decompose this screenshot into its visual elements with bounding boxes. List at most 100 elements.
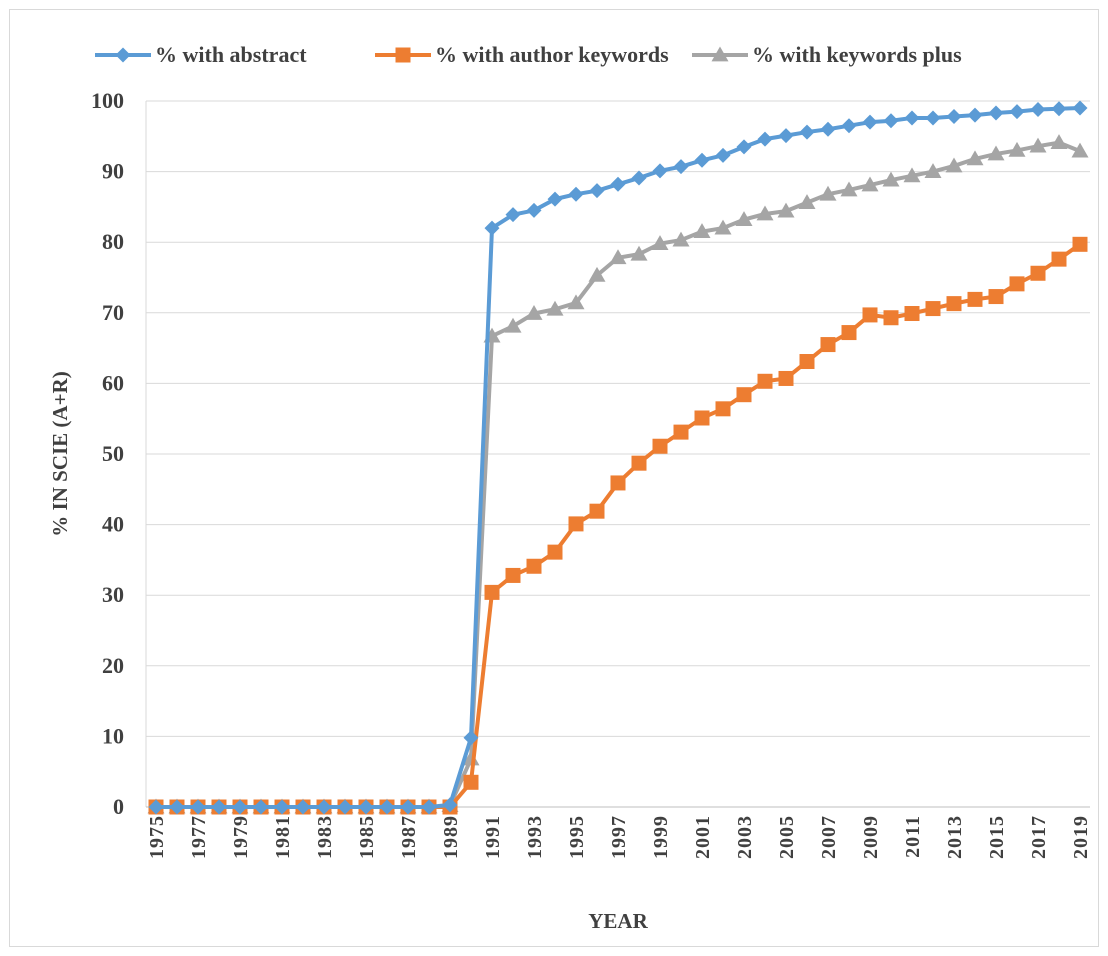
x-tick-label: 1987 <box>398 815 420 859</box>
data-point <box>526 202 542 218</box>
data-point <box>967 107 983 123</box>
x-tick-label: 1995 <box>566 815 588 859</box>
data-point <box>484 220 500 236</box>
data-point <box>316 799 332 815</box>
x-tick-label: 2009 <box>860 815 882 859</box>
tick-labels: 0 10 20 30 40 50 60 70 80 90 100 1975 1977 1979 1981 19… <box>91 88 1092 859</box>
data-point <box>820 337 836 353</box>
x-tick-label: 2007 <box>818 815 840 859</box>
data-point <box>988 105 1004 121</box>
y-tick-label: 40 <box>102 512 124 537</box>
x-tick-label: 2005 <box>776 815 798 859</box>
chart-area: 0 10 20 30 40 50 60 70 80 90 100 1975 1977 1979 1981 19… <box>9 9 1099 947</box>
data-point <box>631 455 647 471</box>
data-point <box>526 558 542 574</box>
x-tick-label: 1989 <box>440 815 462 859</box>
data-point <box>673 159 689 175</box>
series-layer <box>147 100 1089 815</box>
data-point <box>505 567 521 583</box>
data-point <box>358 799 374 815</box>
y-tick-label: 90 <box>102 159 124 184</box>
data-point <box>987 145 1005 161</box>
data-point <box>715 401 731 417</box>
data-point <box>253 799 269 815</box>
y-axis-title: % IN SCIE (A+R) <box>48 371 72 536</box>
data-point <box>736 387 752 403</box>
data-point <box>337 799 353 815</box>
data-point <box>169 799 185 815</box>
data-point <box>757 131 773 147</box>
data-point <box>694 152 710 168</box>
series-triangle <box>147 134 1089 814</box>
data-point <box>714 219 732 235</box>
data-point <box>799 124 815 140</box>
data-point <box>148 799 164 815</box>
legend-label: % with author keywords <box>435 42 669 67</box>
legend-marker <box>395 47 411 63</box>
data-point <box>400 799 416 815</box>
x-tick-label: 1977 <box>188 815 210 859</box>
y-tick-label: 70 <box>102 300 124 325</box>
data-point <box>295 799 311 815</box>
x-tick-label: 1975 <box>146 815 168 859</box>
data-point <box>568 186 584 202</box>
data-point <box>799 354 815 370</box>
data-point <box>861 176 879 192</box>
data-point <box>1051 101 1067 117</box>
data-point <box>903 167 921 183</box>
data-point <box>694 410 710 426</box>
x-tick-label: 1979 <box>230 815 252 859</box>
data-point <box>1071 142 1089 158</box>
data-point <box>778 128 794 144</box>
data-point <box>904 306 920 322</box>
legend-marker <box>711 46 729 62</box>
data-point <box>820 121 836 137</box>
gridlines <box>146 100 1090 737</box>
data-point <box>504 317 522 333</box>
data-point <box>630 245 648 261</box>
data-point <box>735 211 753 226</box>
data-point <box>609 249 627 265</box>
data-point <box>756 205 774 221</box>
data-point <box>882 171 900 187</box>
x-tick-label: 1985 <box>356 815 378 859</box>
y-tick-label: 10 <box>102 723 124 748</box>
data-point <box>946 296 962 312</box>
x-tick-label: 2003 <box>734 815 756 859</box>
data-point <box>442 797 458 813</box>
data-point <box>567 294 585 310</box>
legend-item: % with abstract <box>95 42 307 67</box>
data-point <box>924 163 942 178</box>
data-point <box>546 300 564 316</box>
data-point <box>1051 251 1067 267</box>
legend-label: % with keywords plus <box>752 42 962 67</box>
legend-item: % with author keywords <box>375 42 669 67</box>
x-tick-label: 1991 <box>482 815 504 859</box>
data-point <box>589 503 605 519</box>
data-point <box>463 774 479 790</box>
legend: % with abstract % with author keywords % w… <box>95 42 962 67</box>
data-point <box>379 799 395 815</box>
data-point <box>1009 276 1025 292</box>
x-tick-label: 2001 <box>692 815 714 859</box>
data-point <box>463 730 479 746</box>
data-point <box>862 307 878 323</box>
data-point <box>652 438 668 454</box>
data-point <box>967 291 983 307</box>
data-point <box>672 231 690 247</box>
x-tick-label: 2015 <box>986 815 1008 859</box>
data-point <box>736 139 752 155</box>
data-point <box>840 181 858 197</box>
data-point <box>798 194 816 210</box>
data-point <box>841 118 857 134</box>
data-point <box>547 191 563 207</box>
data-point <box>862 114 878 130</box>
data-point <box>190 799 206 815</box>
data-point <box>232 799 248 815</box>
y-tick-label: 80 <box>102 229 124 254</box>
legend-marker <box>115 47 131 63</box>
data-point <box>715 147 731 163</box>
y-tick-label: 50 <box>102 441 124 466</box>
series-square <box>148 236 1088 815</box>
data-point <box>988 289 1004 305</box>
